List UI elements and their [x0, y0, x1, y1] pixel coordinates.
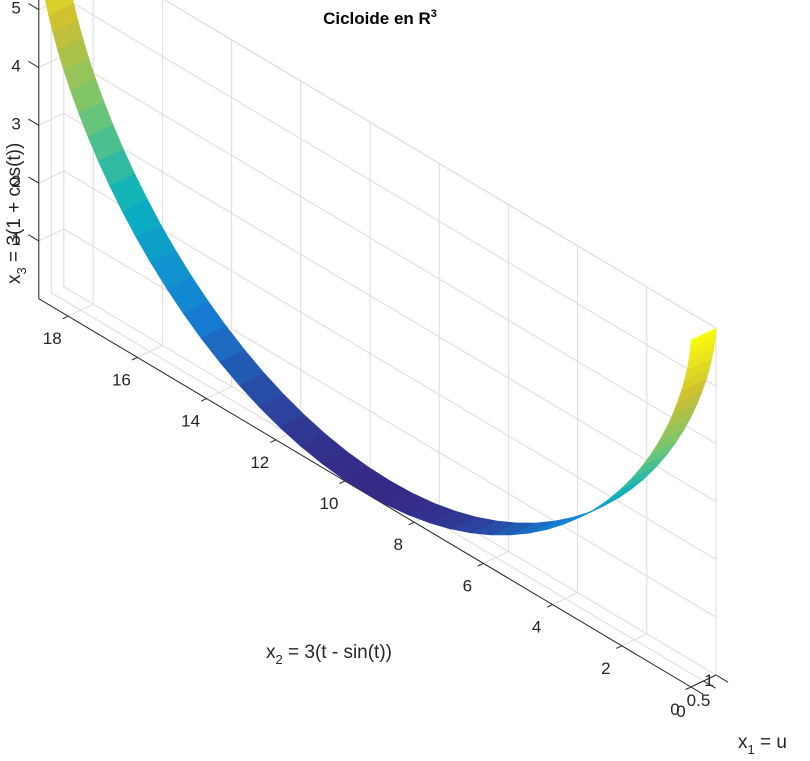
x2-tick-label: 18: [43, 329, 62, 348]
x2-tick-label: 14: [181, 412, 200, 431]
x2-tick-mark: [478, 563, 484, 566]
x1-tick-label: 0: [676, 702, 685, 721]
x2-tick-label: 12: [250, 453, 269, 472]
gridline-x3-wall: [64, 229, 716, 617]
x3-tick-mark: [28, 177, 38, 183]
x3-tick-mark: [28, 61, 38, 67]
x1-tick-label: 0.5: [687, 691, 711, 710]
surface-facet: [620, 466, 657, 489]
x2-tick-label: 4: [532, 618, 541, 637]
x2-tick-mark: [686, 687, 692, 690]
grid-layer: [39, 0, 716, 687]
x1-tick-mark: [716, 675, 728, 682]
x2-tick-label: 6: [463, 576, 472, 595]
x3-axis-label: x3 = 3(1 + cos(t)): [4, 143, 29, 284]
x2-tick-label: 8: [393, 535, 402, 554]
axis-layer: [39, 0, 716, 687]
x2-tick-label: 16: [112, 370, 131, 389]
x2-tick-label: 10: [320, 494, 339, 513]
chart-title: Cicloide en R3: [323, 8, 437, 28]
x3-tick-label: 5: [11, 0, 20, 18]
x2-tick-label: 2: [601, 659, 610, 678]
gridline-x3-wall: [64, 0, 716, 386]
x3-tick-label: 4: [11, 57, 20, 76]
x2-tick-mark: [409, 522, 415, 525]
x3-tick-label: 3: [11, 114, 20, 133]
x2-tick-mark: [63, 316, 68, 319]
x2-tick-mark: [201, 399, 207, 402]
gridline-x3-wall: [64, 113, 716, 501]
x2-axis-label: x2 = 3(t - sin(t)): [266, 642, 392, 667]
x2-tick-mark: [616, 646, 622, 649]
x2-tick-mark: [547, 605, 553, 608]
x1-tick-label: 1: [704, 671, 713, 690]
surface-facet: [608, 478, 646, 501]
x1-axis-label: x1 = u: [738, 732, 787, 756]
x2-tick-mark: [340, 481, 346, 484]
x2-tick-mark: [270, 440, 276, 443]
x3-tick-mark: [28, 235, 38, 241]
x3-tick-mark: [28, 4, 38, 10]
x2-tick-mark: [132, 357, 138, 360]
x3-tick-mark: [28, 119, 38, 125]
